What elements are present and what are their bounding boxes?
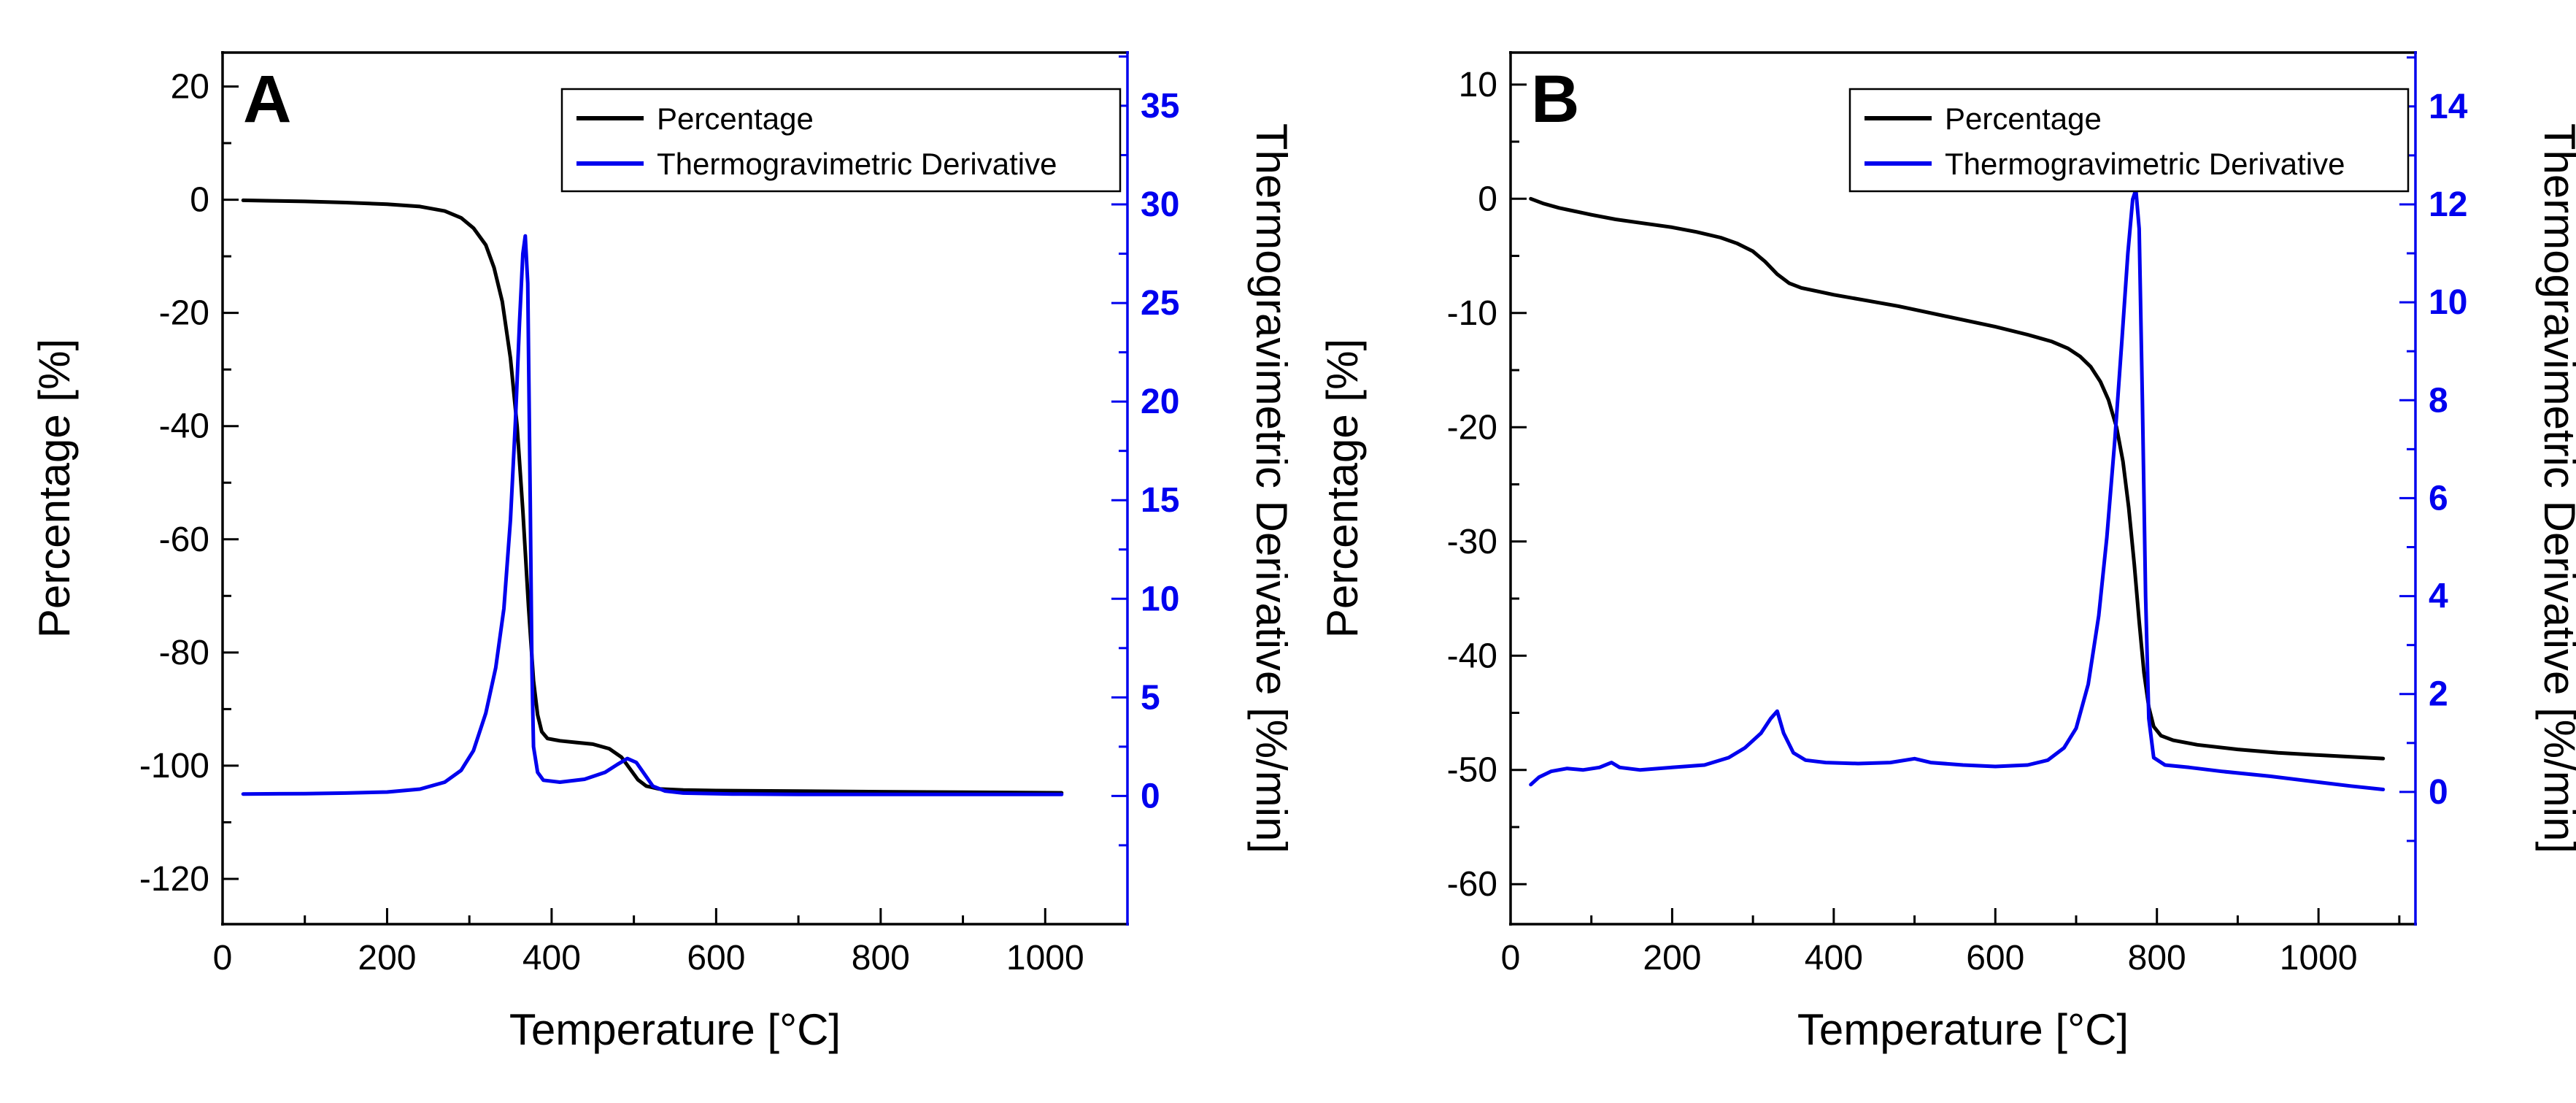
x-tick-label: 0 [213,939,233,977]
tga-chart-b: 0 200 400 600 800 1000 -60 -50 -40 -30 -20 -10 0 10 0 2… [1318,51,2576,1054]
left-tick-label: -40 [1447,637,1497,675]
right-tick-label: 30 [1141,185,1179,224]
legend: Percentage Thermogravimetric Derivative [1848,88,2410,193]
x-tick-label: 1000 [1006,939,1084,977]
left-tick-label: -40 [159,407,209,446]
x-tick-label: 800 [852,939,910,977]
right-axis-title: Thermogravimetric Derivative [%/min] [2535,123,2576,853]
right-tick-label: 14 [2429,88,2468,126]
left-tick-label: -120 [139,860,209,899]
left-axis-title: Percentage [%] [30,339,79,638]
axis-ticks: 0 200 400 600 800 1000-120-100-80-60-40-20020… [139,55,1179,977]
right-tick-label: 10 [1141,580,1179,618]
left-tick-label: 0 [190,181,209,220]
chart-panel-b: 0 200 400 600 800 1000 -60 -50 -40 -30 -20 -10 0 10 0 2… [1288,0,2576,1103]
left-tick-label: -60 [1447,865,1497,904]
legend: Percentage Thermogravimetric Derivative [560,88,1122,193]
axis-ticks: 0 200 400 600 800 1000 -60 -50 -40 -30 -20 -10 0 10 0 2… [1447,56,2468,977]
legend-entry-label: Thermogravimetric Derivative [657,147,1057,181]
series-percentage [1529,196,2386,761]
left-tick-label: -50 [1447,751,1497,790]
x-tick-label: 200 [358,939,416,977]
right-tick-label: 4 [2429,577,2448,616]
left-tick-label: -30 [1447,523,1497,561]
left-tick-label: -10 [1447,294,1497,333]
left-tick-label: 10 [1459,66,1497,104]
right-tick-label: 12 [2429,185,2467,224]
left-tick-label: -60 [159,520,209,559]
series-thermogravimetric-derivative [241,234,1064,796]
right-tick-label: 35 [1141,87,1179,126]
right-tick-label: 10 [2429,283,2467,322]
x-tick-label: 1000 [2280,939,2358,977]
plot-box [221,51,1129,926]
right-axis-title: Thermogravimetric Derivative [%/min] [1247,123,1288,853]
x-tick-label: 400 [1805,939,1863,977]
x-tick-label: 0 [1501,939,1521,977]
right-tick-label: 6 [2429,479,2448,518]
right-tick-label: 20 [1141,383,1179,421]
right-tick-label: 5 [1141,678,1160,717]
panel-letter: B [1531,62,1579,137]
left-tick-label: 0 [1478,180,1497,218]
plot-box [1509,51,2417,926]
left-tick-label: 20 [171,68,209,107]
legend-entry-label: Thermogravimetric Derivative [1945,147,2345,181]
series-percentage [241,198,1064,795]
left-tick-label: -100 [139,747,209,785]
x-tick-label: 400 [522,939,581,977]
x-axis-title: Temperature [°C] [1797,1005,2129,1054]
chart-panel-a: 0 200 400 600 800 1000 -120 -100 -80 -60 -40 -20 0 20… [30,51,1288,1054]
right-tick-label: 0 [2429,773,2448,812]
right-tick-label: 15 [1141,481,1179,520]
left-tick-label: -80 [159,634,209,672]
right-tick-label: 25 [1141,284,1179,323]
panel-letter: A [243,62,291,137]
x-tick-label: 800 [2128,939,2186,977]
right-tick-label: 8 [2429,381,2448,420]
right-tick-label: 0 [1141,777,1160,815]
x-axis-title: Temperature [°C] [509,1005,841,1054]
left-axis-title: Percentage [%] [1318,339,1367,638]
left-tick-label: -20 [1447,408,1497,447]
x-tick-label: 200 [1643,939,1701,977]
tga-chart-a: 0 200 400 600 800 1000-120-100-80-60-40-20020… [30,51,1288,1054]
legend-entry-label: Percentage [1945,101,2102,136]
x-tick-label: 600 [1966,939,2024,977]
series-thermogravimetric-derivative [1529,188,2386,791]
right-tick-label: 2 [2429,675,2448,714]
left-tick-label: -20 [159,294,209,333]
x-tick-label: 600 [687,939,745,977]
legend-entry-label: Percentage [657,101,814,136]
